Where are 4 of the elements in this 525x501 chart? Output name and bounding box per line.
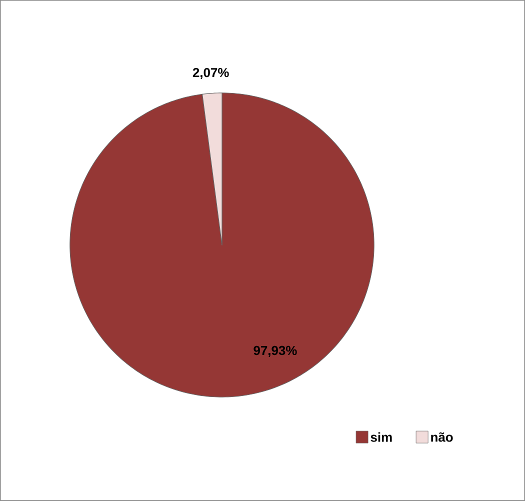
data-label: 97,93% [254,346,297,357]
legend-label: não [431,432,453,442]
legend-label: sim [370,432,392,442]
data-label: 2,07% [192,68,229,80]
